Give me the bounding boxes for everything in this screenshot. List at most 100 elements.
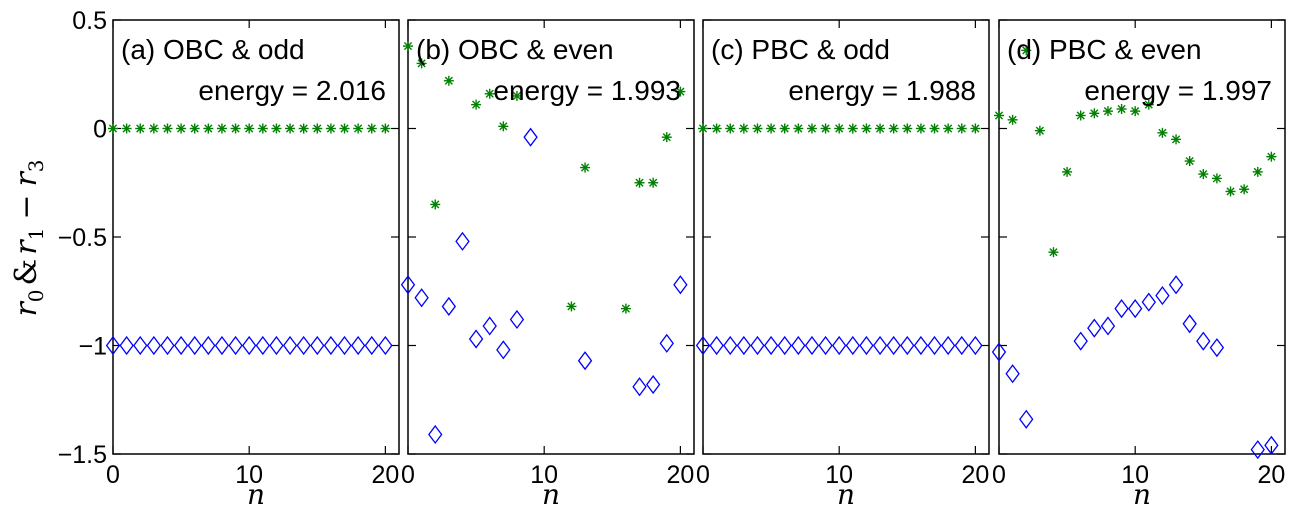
diamond-point bbox=[1141, 292, 1156, 312]
diamond-point bbox=[1019, 409, 1034, 429]
asterisk-stroke bbox=[875, 124, 885, 133]
diamond-point bbox=[991, 342, 1007, 362]
asterisk-point bbox=[1211, 173, 1222, 184]
diamond-point bbox=[1155, 286, 1170, 306]
asterisk-stroke bbox=[712, 124, 721, 133]
asterisk-stroke bbox=[930, 124, 939, 133]
diamond-point bbox=[913, 335, 929, 356]
diamond-point bbox=[1196, 331, 1211, 351]
asterisk-stroke bbox=[122, 124, 131, 133]
diamond-point bbox=[1100, 316, 1116, 336]
asterisk-point bbox=[484, 88, 495, 99]
asterisk-stroke bbox=[1158, 128, 1167, 137]
asterisk-stroke bbox=[662, 133, 671, 142]
asterisk-point bbox=[1198, 169, 1209, 180]
x-tick-label: 0 bbox=[401, 461, 415, 489]
panel-energy: energy = 1.997 bbox=[1084, 75, 1272, 106]
asterisk-stroke bbox=[326, 124, 335, 133]
asterisk-point bbox=[1143, 99, 1154, 110]
diamond-point bbox=[763, 335, 779, 356]
x-tick-label: 10 bbox=[530, 461, 558, 489]
asterisk-point bbox=[108, 123, 118, 134]
x-tick-label: 0 bbox=[106, 461, 120, 489]
asterisk-stroke bbox=[299, 124, 308, 133]
diamond-point bbox=[1128, 299, 1143, 319]
asterisk-point bbox=[1171, 134, 1182, 145]
asterisk-point bbox=[929, 123, 940, 134]
asterisk-stroke bbox=[1090, 109, 1099, 118]
x-tick-label: 0 bbox=[696, 461, 710, 489]
y-tick-label: −1.5 bbox=[58, 441, 107, 469]
asterisk-stroke bbox=[136, 124, 145, 133]
diamond-point bbox=[900, 335, 915, 356]
diamond-point bbox=[509, 309, 525, 330]
diamond-point bbox=[673, 275, 688, 295]
asterisk-point bbox=[793, 123, 804, 134]
asterisk-point bbox=[1184, 156, 1195, 167]
asterisk-stroke bbox=[676, 87, 685, 96]
asterisk-stroke bbox=[916, 124, 925, 133]
asterisk-point bbox=[915, 123, 926, 134]
y-label-sub0: 0 bbox=[24, 289, 48, 302]
asterisk-point bbox=[820, 123, 831, 134]
asterisk-point bbox=[970, 123, 981, 134]
diamond-point bbox=[323, 335, 339, 356]
y-label-r1: r bbox=[9, 239, 44, 255]
asterisk-point bbox=[1007, 114, 1018, 125]
panel-3: 0 10 20 n (c) PBC & odd energy = 1.988 bbox=[695, 19, 990, 511]
x-tick-label: 10 bbox=[1121, 461, 1149, 489]
panel-title: (c) PBC & odd bbox=[711, 34, 890, 65]
diamond-point bbox=[968, 335, 983, 356]
asterisk-point bbox=[216, 123, 227, 134]
asterisk-point bbox=[875, 123, 886, 134]
x-tick-label: 0 bbox=[992, 461, 1006, 489]
plot-frame bbox=[112, 19, 400, 455]
x-tick-label: 20 bbox=[961, 461, 989, 489]
asterisk-point bbox=[1225, 186, 1236, 197]
diamond-point bbox=[350, 335, 366, 356]
asterisk-stroke bbox=[190, 124, 199, 133]
x-tick-label: 20 bbox=[1257, 461, 1285, 489]
diamond-point bbox=[468, 329, 484, 349]
diamond-point bbox=[173, 335, 189, 356]
asterisk-stroke bbox=[848, 124, 857, 133]
panel-title: (b) OBC & even bbox=[416, 34, 614, 65]
y-label-r0: r bbox=[9, 301, 44, 317]
panels: 0.50−0.5−1−1.50 10 20n(a) OBC & oddenergy … bbox=[58, 7, 1286, 511]
asterisk-point bbox=[135, 123, 146, 134]
panel-title: (a) OBC & odd bbox=[121, 34, 305, 65]
asterisk-stroke bbox=[649, 178, 658, 187]
diamond-point bbox=[146, 335, 162, 356]
asterisk-point bbox=[1116, 103, 1127, 114]
asterisk-point bbox=[244, 123, 255, 134]
diamond-point bbox=[364, 335, 379, 356]
diamond-point bbox=[242, 335, 257, 356]
asterisk-point bbox=[162, 123, 173, 134]
asterisk-point bbox=[1157, 127, 1168, 138]
asterisk-point bbox=[766, 123, 777, 134]
plot-frame bbox=[407, 19, 695, 455]
asterisk-stroke bbox=[354, 124, 363, 133]
asterisk-stroke bbox=[272, 124, 281, 133]
asterisk-stroke bbox=[1008, 115, 1017, 124]
diamond-point bbox=[160, 335, 175, 356]
asterisk-stroke bbox=[698, 124, 708, 133]
diamond-point bbox=[496, 340, 511, 360]
asterisk-point bbox=[861, 123, 872, 134]
diamond-point bbox=[1209, 338, 1225, 358]
diamond-point bbox=[777, 335, 792, 356]
asterisk-stroke bbox=[313, 124, 322, 133]
asterisk-stroke bbox=[821, 124, 830, 133]
diamond-point bbox=[750, 335, 765, 356]
asterisk-point bbox=[711, 123, 722, 134]
asterisk-stroke bbox=[245, 124, 254, 133]
diamond-point bbox=[1073, 331, 1088, 351]
x-tick-label: 10 bbox=[235, 461, 263, 489]
asterisk-stroke bbox=[1144, 100, 1153, 109]
asterisk-point bbox=[189, 123, 200, 134]
asterisk-stroke bbox=[567, 302, 576, 311]
asterisk-point bbox=[994, 110, 1004, 121]
diamond-point bbox=[310, 335, 325, 356]
diamond-point bbox=[119, 335, 134, 356]
